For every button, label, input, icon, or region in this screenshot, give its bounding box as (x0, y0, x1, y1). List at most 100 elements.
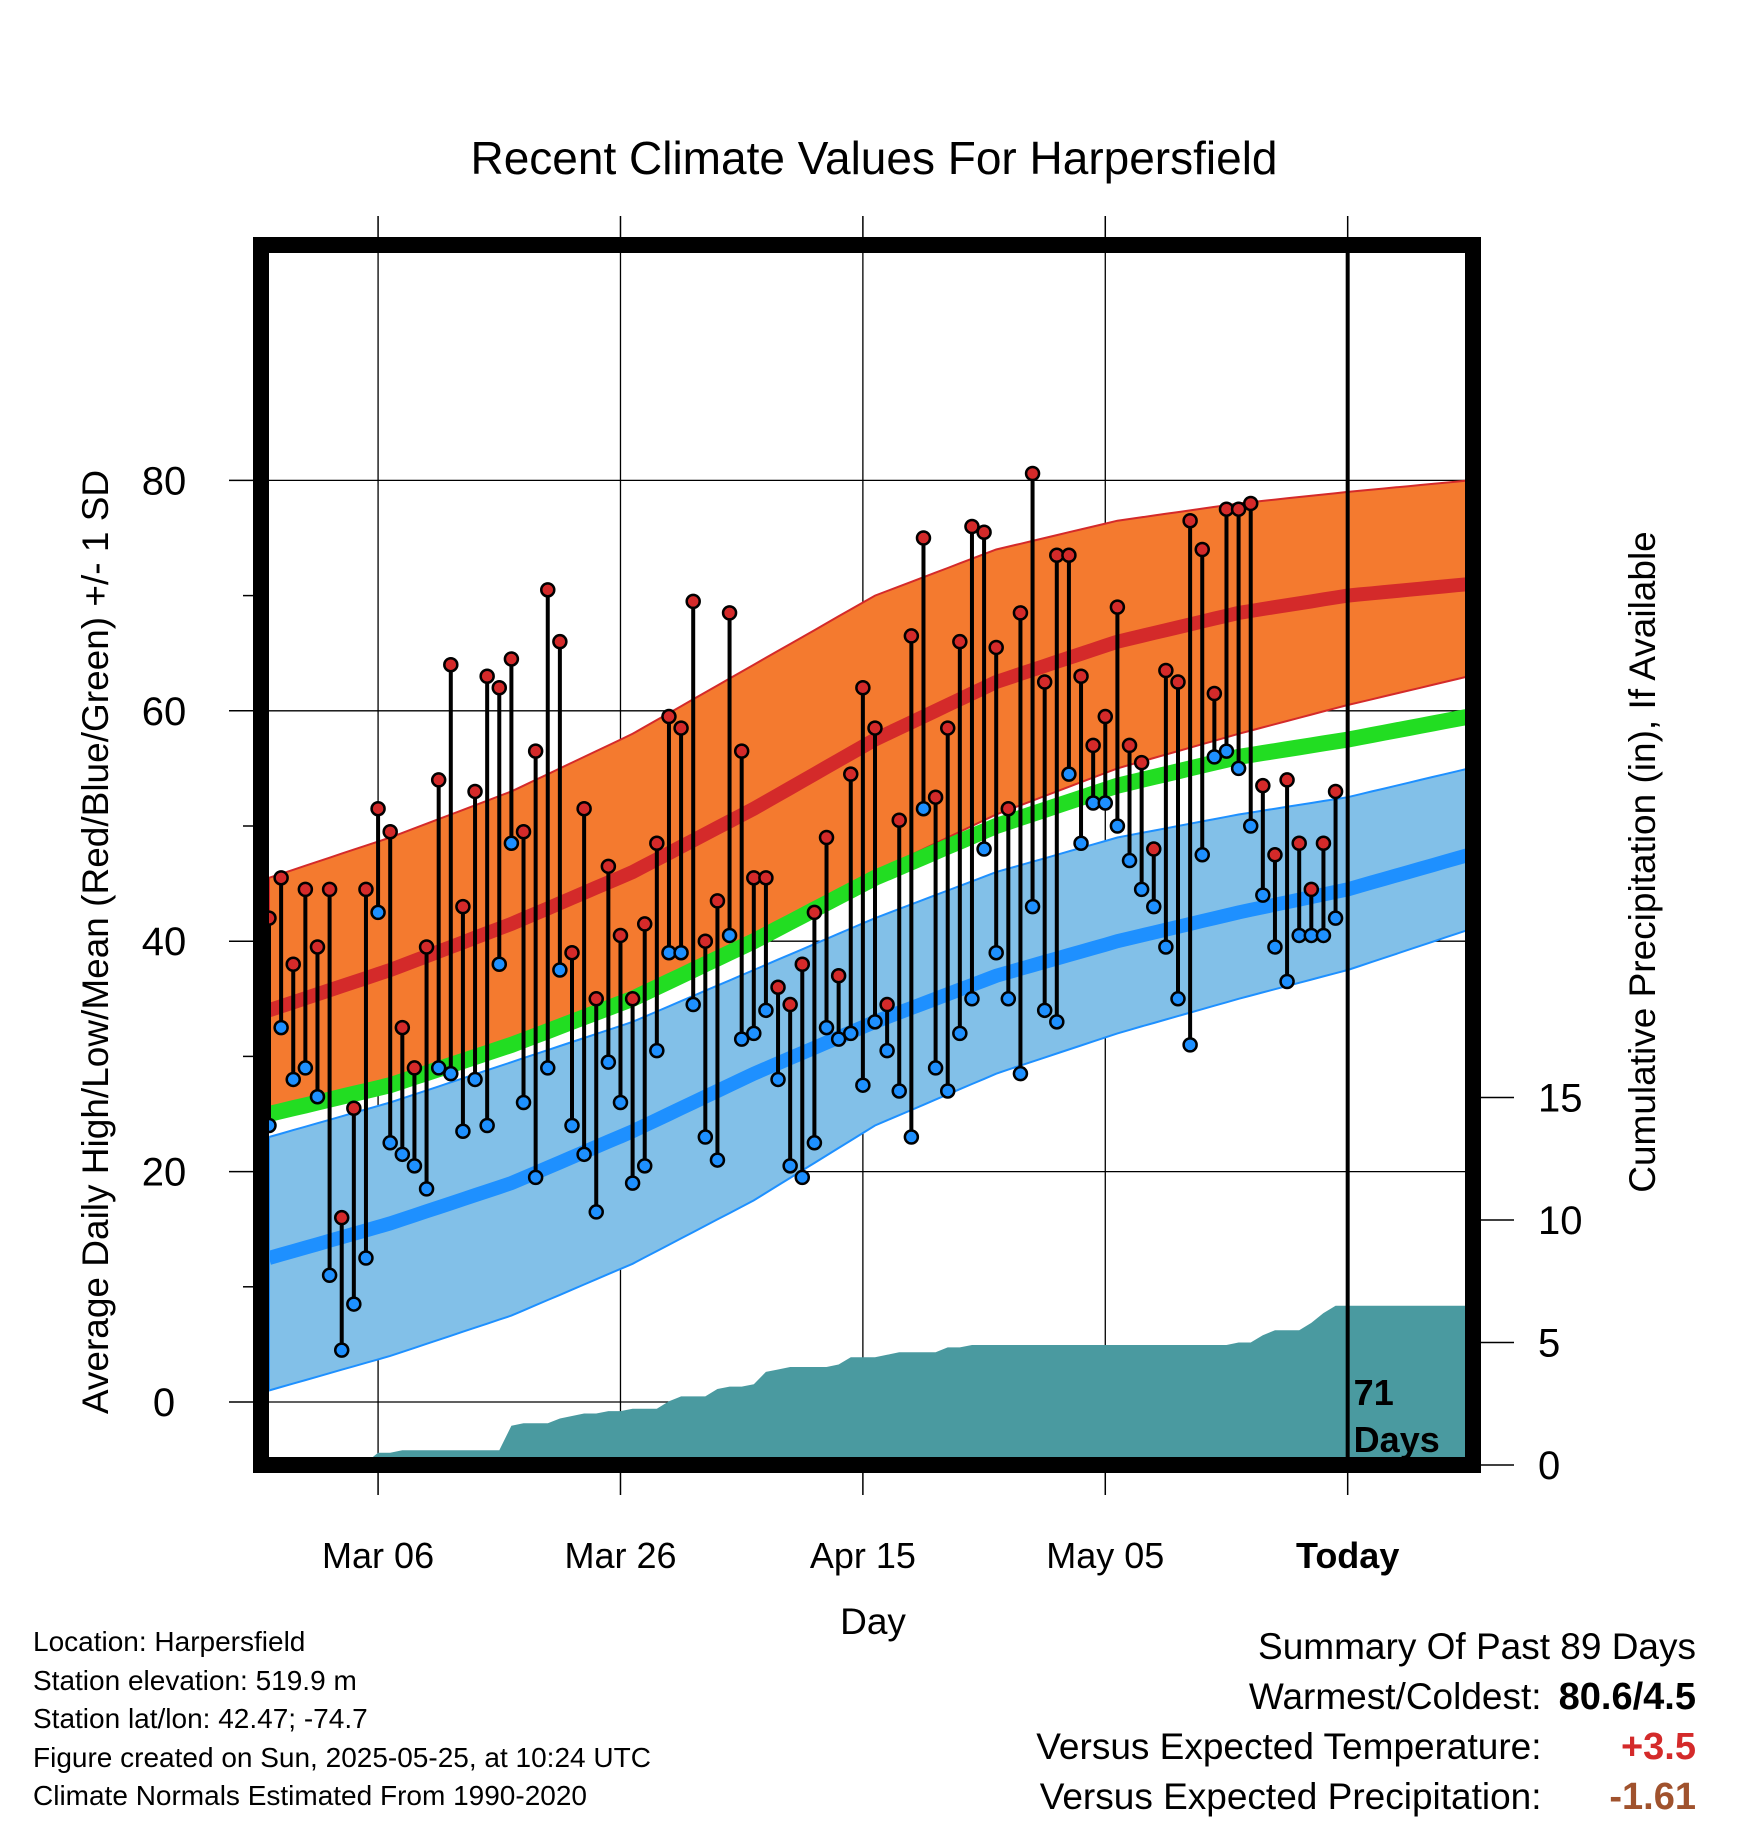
summary-title: Summary Of Past 89 Days (1258, 1626, 1696, 1667)
high-point (1230, 501, 1247, 517)
low-point (1218, 743, 1235, 759)
high-point (1303, 881, 1320, 898)
high-point (1036, 674, 1053, 690)
chart-title: Recent Climate Values For Harpersfield (470, 132, 1277, 184)
low-point (903, 1129, 920, 1145)
low-point (1036, 1002, 1053, 1019)
high-point (479, 668, 495, 684)
y-tick-label-right: 0 (1538, 1444, 1560, 1488)
high-point (1327, 783, 1344, 800)
low-point (1255, 887, 1271, 903)
high-point (455, 898, 471, 915)
low-point (321, 1267, 338, 1284)
high-point (721, 605, 738, 621)
high-point (1085, 737, 1101, 754)
mean-line (267, 708, 1471, 1122)
low-point (1315, 927, 1332, 944)
high-point (564, 944, 580, 961)
y-tick-label-left: 80 (142, 459, 187, 503)
low-point (1012, 1065, 1029, 1082)
low-point (915, 800, 932, 817)
high-point (600, 858, 617, 875)
low-point (1182, 1037, 1198, 1053)
low-point (855, 1077, 871, 1093)
low-point (952, 1025, 968, 1042)
high-point (552, 633, 568, 650)
x-tick-label: May 05 (1046, 1535, 1164, 1576)
high-point (770, 979, 786, 996)
low-point (1194, 847, 1210, 863)
low-point (479, 1117, 495, 1134)
elevation-text: Station elevation: 519.9 m (33, 1664, 357, 1696)
high-point (515, 824, 532, 840)
low-point (552, 962, 568, 978)
low-point (370, 904, 386, 921)
low-point (746, 1025, 762, 1042)
plot-area (261, 245, 1473, 1465)
low-point (309, 1088, 326, 1105)
high-point (382, 824, 398, 840)
low-point (782, 1158, 798, 1174)
low-point (297, 1060, 314, 1076)
low-point (1279, 973, 1295, 990)
plot-frame (253, 237, 1481, 1473)
low-point (976, 841, 992, 857)
precip-area (269, 1305, 1469, 1465)
low-point (491, 956, 508, 972)
high-point (915, 530, 932, 546)
high-point (794, 956, 811, 972)
low-point (770, 1071, 786, 1088)
high-point (818, 829, 835, 846)
high-point (673, 720, 689, 736)
days-count-label: 71 (1354, 1372, 1394, 1413)
low-point (1121, 852, 1138, 869)
low-point (1097, 795, 1114, 811)
high-point (636, 916, 653, 932)
low-point (1073, 835, 1089, 852)
high-point (346, 1100, 362, 1116)
low-point (939, 1083, 956, 1099)
low-point (843, 1025, 859, 1042)
high-point (576, 800, 592, 817)
high-point (467, 783, 483, 800)
y-tick-label-left: 20 (142, 1151, 187, 1195)
high-point (782, 996, 798, 1013)
high-point (624, 991, 641, 1007)
warm-cold-value: 80.6/4.5 (1558, 1676, 1696, 1718)
low-point (273, 1019, 289, 1036)
high-point (394, 1019, 411, 1036)
x-tick-label: Apr 15 (810, 1535, 916, 1576)
high-point (1255, 777, 1271, 794)
high-point (964, 518, 980, 535)
high-point (867, 720, 883, 736)
low-point (806, 1135, 823, 1151)
high-point (1024, 465, 1041, 482)
low-point (988, 944, 1004, 961)
high-point (843, 766, 859, 782)
low-point (1158, 939, 1174, 955)
location-text: Location: Harpersfield (33, 1626, 306, 1657)
low-point (1133, 881, 1150, 898)
high-point (830, 968, 847, 984)
low-point (382, 1135, 398, 1151)
temp-departure-value: +3.5 (1620, 1726, 1696, 1768)
x-tick-label: Mar 06 (322, 1535, 434, 1576)
normals-text: Climate Normals Estimated From 1990-2020 (33, 1780, 587, 1811)
low-point (576, 1146, 592, 1163)
high-point (661, 708, 677, 725)
y-tick-label-right: 5 (1538, 1322, 1560, 1366)
low-point (927, 1060, 944, 1076)
y-tick-label-right: 10 (1538, 1199, 1583, 1243)
high-point (649, 835, 665, 852)
low-point (346, 1296, 362, 1312)
high-point (697, 933, 714, 949)
high-point (1146, 841, 1162, 857)
high-point (806, 904, 823, 921)
low-point (1267, 939, 1283, 955)
low-point (673, 944, 689, 961)
high-point (503, 651, 520, 667)
low-point (1049, 1014, 1065, 1030)
low-point (503, 835, 520, 852)
high-point (927, 789, 944, 805)
precip-departure-value: -1.61 (1609, 1776, 1696, 1818)
